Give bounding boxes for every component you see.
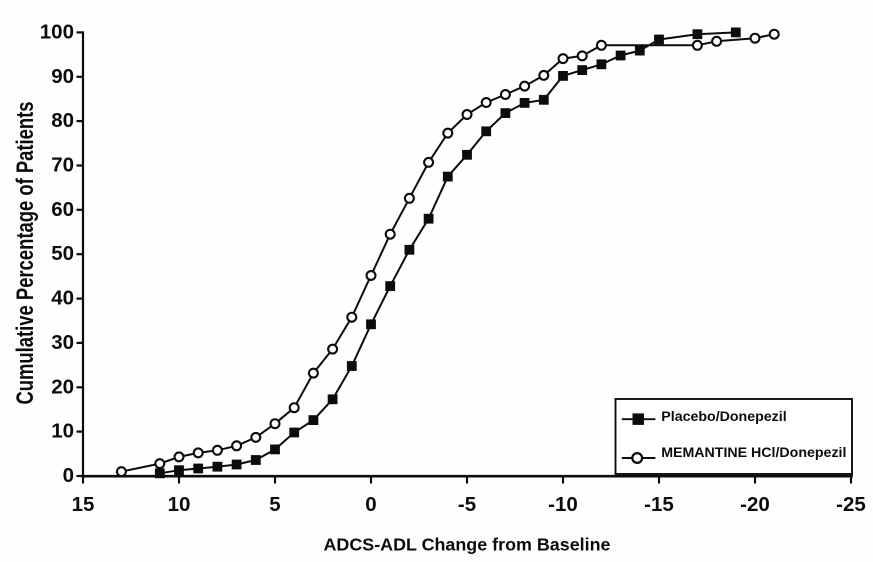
svg-text:-5: -5 [458,493,476,516]
svg-text:-15: -15 [644,493,674,516]
svg-text:0: 0 [63,464,74,487]
svg-text:10: 10 [51,420,74,443]
svg-text:-20: -20 [740,493,770,516]
svg-text:Placebo/Donepezil: Placebo/Donepezil [661,409,786,425]
svg-text:100: 100 [40,20,74,43]
svg-text:50: 50 [51,242,74,265]
svg-text:60: 60 [51,198,74,221]
svg-text:5: 5 [269,493,280,516]
svg-text:80: 80 [51,109,74,132]
svg-text:ADCS-ADL Change from Baseline: ADCS-ADL Change from Baseline [324,535,611,555]
svg-text:30: 30 [51,331,74,354]
svg-text:MEMANTINE HCl/Donepezil: MEMANTINE HCl/Donepezil [661,445,846,461]
svg-text:-25: -25 [836,493,866,516]
svg-text:Cumulative Percentage of Patie: Cumulative Percentage of Patients [12,102,39,405]
svg-text:10: 10 [168,493,191,516]
svg-text:70: 70 [51,154,74,177]
svg-text:0: 0 [365,493,376,516]
svg-text:-10: -10 [548,493,578,516]
svg-text:90: 90 [51,65,74,88]
svg-text:15: 15 [72,493,95,516]
svg-text:20: 20 [51,375,74,398]
svg-text:40: 40 [51,287,74,310]
